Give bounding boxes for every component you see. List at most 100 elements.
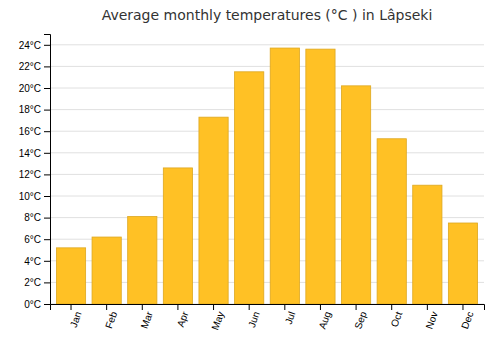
y-axis-line (44, 35, 51, 305)
title: Average monthly temperatures (°C ) in Lâ… (102, 7, 433, 23)
plot-area: 0°C 2°C 4°C 6°C 8°C 10°C 12°C 14°C 16°C 18°C 20°C 2… (19, 35, 485, 332)
grid-line (50, 109, 484, 110)
x-tick: Apr (175, 304, 191, 328)
y-tick-mark (44, 218, 50, 219)
x-tick-label: Jun (246, 310, 262, 329)
bar (128, 217, 157, 304)
y-tick-mark (44, 131, 50, 132)
y-tick: 16°C (19, 126, 50, 137)
bar (448, 223, 477, 304)
y-tick-mark (44, 261, 50, 262)
y-tick-mark (44, 66, 50, 67)
x-tick-mark (177, 304, 178, 310)
y-tick-label: 2°C (24, 277, 41, 288)
grid-line (50, 174, 484, 175)
bar (413, 185, 442, 304)
bar (341, 86, 370, 304)
x-tick: Jan (68, 304, 84, 329)
x-tick: Feb (103, 304, 119, 330)
x-tick: May (209, 304, 226, 332)
y-tick: 10°C (19, 191, 50, 202)
x-tick-label: Jul (283, 310, 298, 326)
y-tick-label: 22°C (19, 61, 41, 72)
bar (377, 139, 406, 304)
bar (56, 248, 85, 304)
y-tick-label: 10°C (19, 191, 41, 202)
bar (92, 237, 121, 304)
x-tick: Mar (139, 304, 155, 330)
y-tick: 18°C (19, 104, 50, 115)
x-tick: Jun (246, 304, 262, 329)
chart: 0°C 2°C 4°C 6°C 8°C 10°C 12°C 14°C 16°C 18°C 20°C 2… (0, 0, 500, 350)
x-tick: Oct (389, 304, 405, 328)
y-tick: 8°C (24, 212, 50, 223)
y-tick: 6°C (24, 234, 50, 245)
y-tick-mark (44, 153, 50, 154)
x-tick: Aug (317, 304, 333, 331)
y-tick: 20°C (19, 83, 50, 94)
x-tick: Jul (283, 304, 298, 326)
x-tick-mark (320, 304, 321, 310)
x-tick: Sep (352, 304, 369, 331)
bars (56, 48, 477, 304)
y-tick-label: 12°C (19, 169, 41, 180)
x-tick-label: Dec (459, 310, 475, 330)
bar (199, 117, 228, 304)
grid-line (50, 88, 484, 89)
y-tick: 14°C (19, 148, 50, 159)
y-tick-mark (44, 174, 50, 175)
y-tick-label: 6°C (24, 234, 41, 245)
x-tick-mark (462, 304, 463, 310)
y-tick-mark (44, 88, 50, 89)
x-tick-mark (249, 304, 250, 310)
grid-line (50, 152, 484, 153)
y-tick-label: 0°C (24, 299, 41, 310)
y-tick-label: 4°C (24, 256, 41, 267)
x-tick-label: Jan (68, 310, 84, 329)
x-tick-label: Nov (424, 310, 440, 330)
bar (163, 168, 192, 304)
x-tick-mark (213, 304, 214, 310)
x-tick-mark (142, 304, 143, 310)
y-tick-mark (44, 239, 50, 240)
y-tick: 4°C (24, 256, 50, 267)
x-tick-label: Sep (352, 310, 369, 331)
x-tick-mark (106, 304, 107, 310)
y-tick-label: 8°C (24, 212, 41, 223)
bar (235, 72, 264, 304)
y-axis: 0°C 2°C 4°C 6°C 8°C 10°C 12°C 14°C 16°C 18°C 20°C 2… (19, 35, 51, 310)
x-axis-line (51, 305, 485, 311)
x-axis: Jan Feb Mar Apr May Jun Jul Aug Sep Oct Nov Dec (51, 304, 485, 332)
y-tick-mark (44, 196, 50, 197)
x-tick: Dec (459, 304, 475, 331)
x-tick-mark (391, 304, 392, 310)
y-tick: 2°C (24, 277, 50, 288)
y-tick: 12°C (19, 169, 50, 180)
y-tick-label: 20°C (19, 83, 41, 94)
x-tick-label: May (209, 310, 226, 332)
grid-line (50, 66, 484, 67)
grid (50, 45, 484, 304)
grid-line (50, 44, 484, 45)
grid-line (50, 131, 484, 132)
y-tick: 22°C (19, 61, 50, 72)
x-tick-mark (356, 304, 357, 310)
x-tick-label: Aug (317, 310, 333, 330)
x-tick-label: Mar (139, 309, 155, 330)
x-tick-label: Feb (103, 310, 119, 330)
y-tick-mark (44, 110, 50, 111)
bar (306, 49, 335, 304)
x-tick-mark (71, 304, 72, 310)
y-tick-mark (44, 282, 50, 283)
y-tick-mark (44, 45, 50, 46)
x-tick-label: Oct (389, 310, 405, 329)
x-tick-mark (427, 304, 428, 310)
y-tick-label: 14°C (19, 148, 41, 159)
x-tick-mark (284, 304, 285, 310)
y-tick: 0°C (24, 299, 50, 310)
y-tick-mark (44, 304, 50, 305)
x-tick: Nov (424, 304, 440, 331)
bar (270, 48, 299, 304)
y-tick-label: 24°C (19, 40, 41, 51)
x-tick-label: Apr (175, 309, 191, 328)
